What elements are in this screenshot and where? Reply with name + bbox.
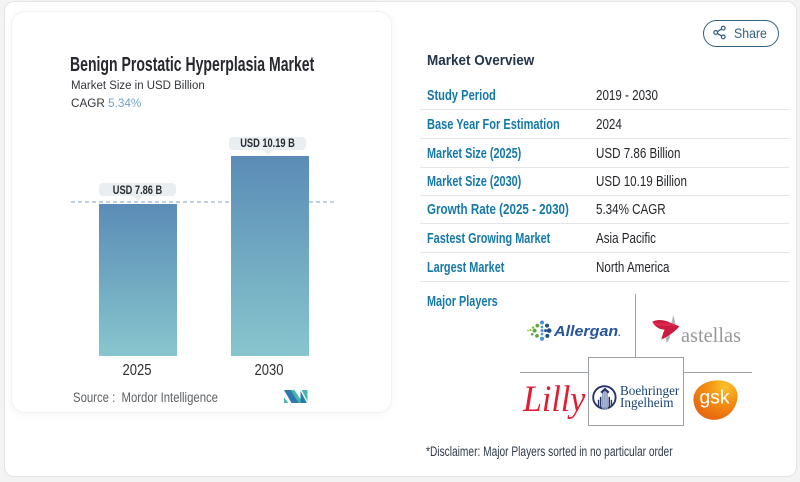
svg-text:gsk: gsk — [699, 387, 730, 409]
